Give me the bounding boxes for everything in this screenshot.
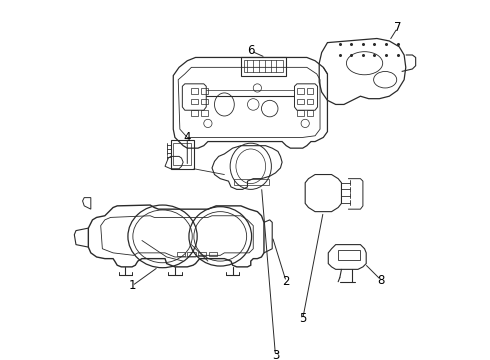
Bar: [338, 251, 360, 260]
Bar: [187, 252, 196, 256]
Bar: [297, 88, 303, 94]
Bar: [307, 99, 314, 104]
Bar: [307, 110, 314, 116]
Bar: [173, 143, 192, 166]
Bar: [201, 99, 208, 104]
Bar: [176, 252, 185, 256]
Bar: [192, 99, 198, 104]
Bar: [201, 110, 208, 116]
Text: 2: 2: [282, 275, 290, 288]
Bar: [171, 140, 194, 169]
Bar: [192, 88, 198, 94]
Text: 1: 1: [128, 279, 136, 292]
Bar: [297, 110, 303, 116]
Bar: [297, 99, 303, 104]
Bar: [198, 252, 206, 256]
Text: 8: 8: [377, 274, 385, 287]
Bar: [201, 88, 208, 94]
Bar: [192, 110, 198, 116]
Text: 3: 3: [272, 350, 279, 360]
Bar: [241, 58, 286, 76]
Text: 4: 4: [184, 131, 191, 144]
Bar: [307, 88, 314, 94]
Text: 7: 7: [394, 21, 401, 34]
Text: 5: 5: [299, 312, 306, 325]
Bar: [244, 60, 283, 72]
Text: 6: 6: [247, 44, 254, 57]
Bar: [234, 179, 269, 185]
Bar: [209, 252, 217, 256]
